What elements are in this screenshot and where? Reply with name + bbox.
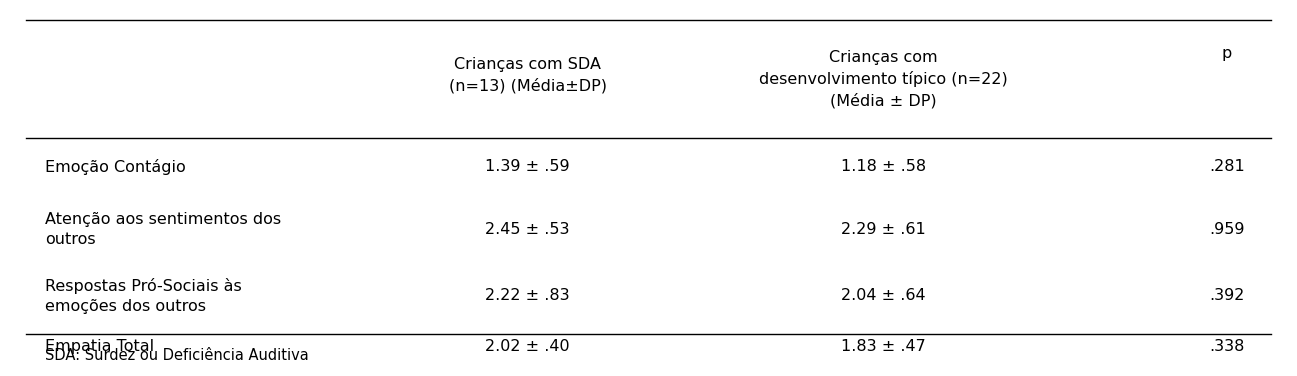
Text: 2.22 ± .83: 2.22 ± .83 [485, 288, 571, 303]
Text: 2.04 ± .64: 2.04 ± .64 [842, 288, 926, 303]
Text: 1.39 ± .59: 1.39 ± .59 [485, 159, 571, 174]
Text: Empatia Total: Empatia Total [44, 339, 154, 354]
Text: .959: .959 [1209, 222, 1245, 237]
Text: Crianças com SDA
(n=13) (Média±DP): Crianças com SDA (n=13) (Média±DP) [449, 57, 607, 94]
Text: Emoção Contágio: Emoção Contágio [44, 159, 185, 175]
Text: Respostas Pró-Sociais às
emoções dos outros: Respostas Pró-Sociais às emoções dos out… [44, 278, 241, 314]
Text: 1.83 ± .47: 1.83 ± .47 [842, 339, 926, 354]
Text: Crianças com
desenvolvimento típico (n=22)
(Média ± DP): Crianças com desenvolvimento típico (n=2… [759, 50, 1008, 109]
Text: 2.45 ± .53: 2.45 ± .53 [485, 222, 569, 237]
Text: SDA: Surdez ou Deficiência Auditiva: SDA: Surdez ou Deficiência Auditiva [44, 348, 309, 363]
Text: p: p [1222, 46, 1232, 61]
Text: 2.29 ± .61: 2.29 ± .61 [842, 222, 926, 237]
Text: 2.02 ± .40: 2.02 ± .40 [485, 339, 571, 354]
Text: .281: .281 [1209, 159, 1245, 174]
Text: .392: .392 [1209, 288, 1245, 303]
Text: 1.18 ± .58: 1.18 ± .58 [840, 159, 926, 174]
Text: Atenção aos sentimentos dos
outros: Atenção aos sentimentos dos outros [44, 212, 281, 247]
Text: .338: .338 [1209, 339, 1245, 354]
